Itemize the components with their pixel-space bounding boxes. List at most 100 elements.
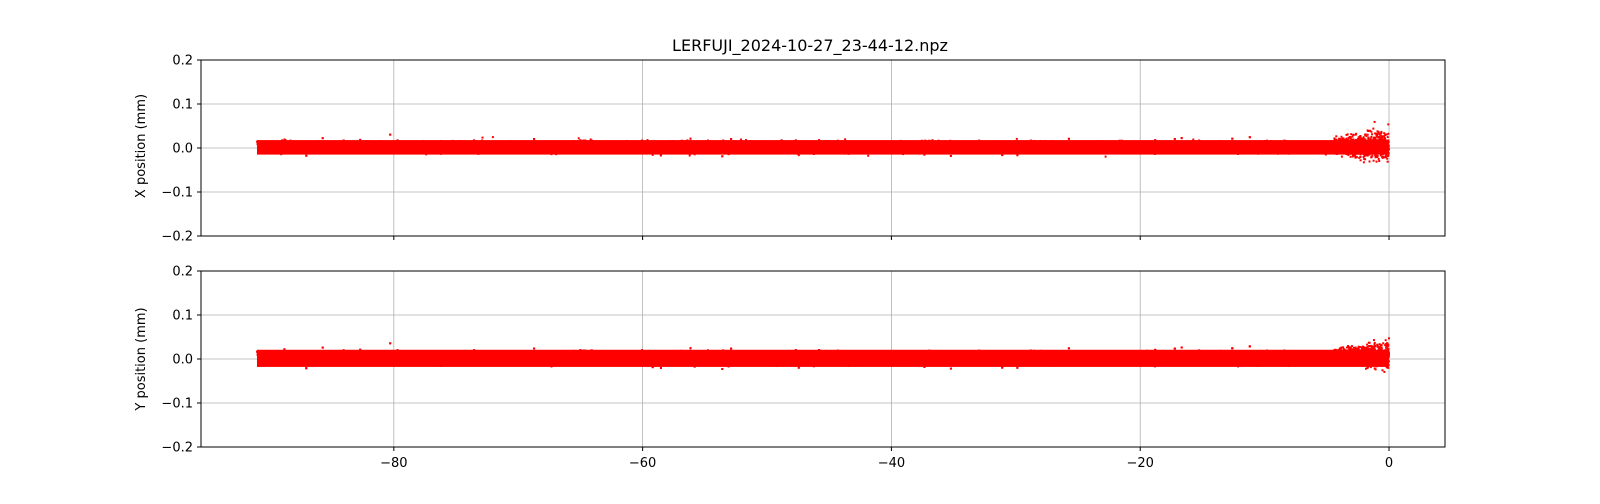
- data-point: [1369, 130, 1371, 132]
- data-point: [1387, 136, 1389, 138]
- data-point: [1355, 141, 1357, 143]
- data-point: [1335, 135, 1337, 137]
- data-point: [492, 136, 494, 138]
- data-point: [1338, 150, 1340, 152]
- data-point: [1016, 138, 1018, 140]
- data-point: [1384, 138, 1386, 140]
- data-point: [1364, 151, 1366, 153]
- data-point: [1365, 135, 1367, 137]
- chart-title: LERFUJI_2024-10-27_23-44-12.npz: [672, 36, 948, 56]
- data-point: [1378, 141, 1380, 143]
- data-point: [1374, 154, 1376, 156]
- data-point: [1384, 145, 1386, 147]
- data-point: [660, 154, 662, 156]
- data-point: [482, 137, 484, 139]
- data-point: [1350, 137, 1352, 139]
- data-point: [1343, 147, 1345, 149]
- data-point: [1359, 153, 1361, 155]
- data-point: [1362, 150, 1364, 152]
- data-point: [1352, 136, 1354, 138]
- data-point: [1334, 146, 1336, 148]
- data-point: [1384, 140, 1386, 142]
- data-point: [1370, 136, 1372, 138]
- data-point: [1341, 152, 1343, 154]
- data-point: [533, 138, 535, 140]
- data-point: [1357, 143, 1359, 145]
- data-point: [1341, 147, 1343, 149]
- data-point: [1371, 156, 1373, 158]
- data-point: [1356, 146, 1358, 148]
- data-point: [690, 138, 692, 140]
- data-point: [1370, 142, 1372, 144]
- data-point: [1340, 141, 1342, 143]
- data-point: [1365, 138, 1367, 140]
- data-point: [1381, 135, 1383, 137]
- data-point: [1336, 153, 1338, 155]
- data-point: [305, 155, 307, 157]
- data-point: [1354, 142, 1356, 144]
- data-point: [1376, 161, 1378, 163]
- data-point: [1350, 151, 1352, 153]
- data-point: [1359, 145, 1361, 147]
- data-point: [1380, 132, 1382, 134]
- data-point: [1387, 140, 1389, 142]
- data-point: [1342, 149, 1344, 151]
- data-point: [1375, 156, 1377, 158]
- data-point: [1374, 121, 1376, 123]
- data-point: [1363, 136, 1365, 138]
- data-point: [1369, 147, 1371, 149]
- data-point: [578, 137, 580, 139]
- data-point: [1341, 156, 1343, 158]
- data-point: [1364, 158, 1366, 160]
- data-point: [1348, 149, 1350, 151]
- data-point: [1338, 147, 1340, 149]
- ylabel-x-position: X position (mm): [134, 94, 149, 198]
- data-point: [1387, 161, 1389, 163]
- data-point: [1181, 137, 1183, 139]
- data-point: [1378, 160, 1380, 162]
- data-point: [1369, 140, 1371, 142]
- data-point: [1374, 152, 1376, 154]
- data-point: [1374, 132, 1376, 134]
- data-point: [1347, 140, 1349, 142]
- data-point: [1385, 143, 1387, 145]
- data-point: [1355, 133, 1357, 135]
- data-point: [1371, 145, 1373, 147]
- data-point: [1367, 153, 1369, 155]
- y-tick-label: 0.1: [172, 98, 193, 113]
- data-point: [1382, 150, 1384, 152]
- data-point: [1385, 155, 1387, 157]
- data-point: [730, 138, 732, 140]
- data-point: [1387, 146, 1389, 148]
- data-point: [1374, 141, 1376, 143]
- data-band: [257, 140, 1389, 155]
- data-point: [1376, 147, 1378, 149]
- data-point: [1354, 151, 1356, 153]
- y-tick-label: −0.2: [161, 230, 193, 245]
- data-point: [1361, 152, 1363, 154]
- data-point: [1385, 149, 1387, 151]
- data-point: [1349, 147, 1351, 149]
- data-point: [1333, 143, 1335, 145]
- y-tick-label: −0.1: [161, 186, 193, 201]
- data-point: [1353, 149, 1355, 151]
- data-point: [1378, 136, 1380, 138]
- data-point: [1369, 161, 1371, 163]
- data-point: [1387, 155, 1389, 157]
- data-point: [1383, 132, 1385, 134]
- data-point: [1364, 154, 1366, 156]
- data-point: [1339, 145, 1341, 147]
- data-point: [1174, 138, 1176, 140]
- data-point: [1354, 155, 1356, 157]
- data-point: [1231, 138, 1233, 140]
- data-point: [1371, 133, 1373, 135]
- data-point: [1367, 155, 1369, 157]
- data-point: [1346, 151, 1348, 153]
- data-point: [1336, 139, 1338, 141]
- data-point: [950, 155, 952, 157]
- data-point: [1386, 134, 1388, 136]
- data-point: [389, 134, 391, 136]
- data-point: [1379, 152, 1381, 154]
- data-point: [1352, 134, 1354, 136]
